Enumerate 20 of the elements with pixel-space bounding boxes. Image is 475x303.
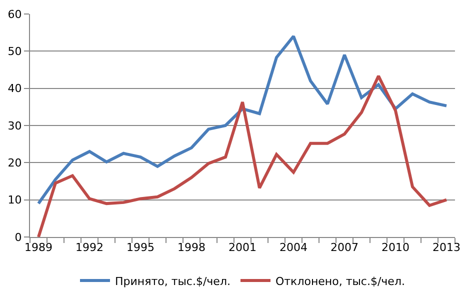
x-tick-label: 2001 <box>228 241 256 254</box>
x-tick-label: 1998 <box>178 241 206 254</box>
y-tick-label: 10 <box>8 194 22 207</box>
y-tick-label: 50 <box>8 45 22 58</box>
x-tick-label: 1989 <box>24 241 52 254</box>
x-tick-label: 1995 <box>126 241 154 254</box>
legend-label: Отклонено, тыс.$/чел. <box>275 274 405 288</box>
y-tick-label: 20 <box>8 156 22 170</box>
legend-label: Принято, тыс.$/чел. <box>115 274 230 288</box>
x-tick-label: 2004 <box>280 241 308 254</box>
y-tick-label: 0 <box>14 230 22 244</box>
x-tick-label: 2007 <box>330 241 358 254</box>
y-tick-label: 60 <box>8 8 22 21</box>
x-tick-label: 1992 <box>76 241 104 254</box>
x-tick-label: 2013 <box>432 241 460 254</box>
line-series <box>37 74 448 237</box>
line-series <box>37 34 448 206</box>
x-tick-label: 2010 <box>382 241 410 254</box>
y-tick-label: 30 <box>8 119 22 132</box>
y-tick-label: 40 <box>8 82 22 96</box>
